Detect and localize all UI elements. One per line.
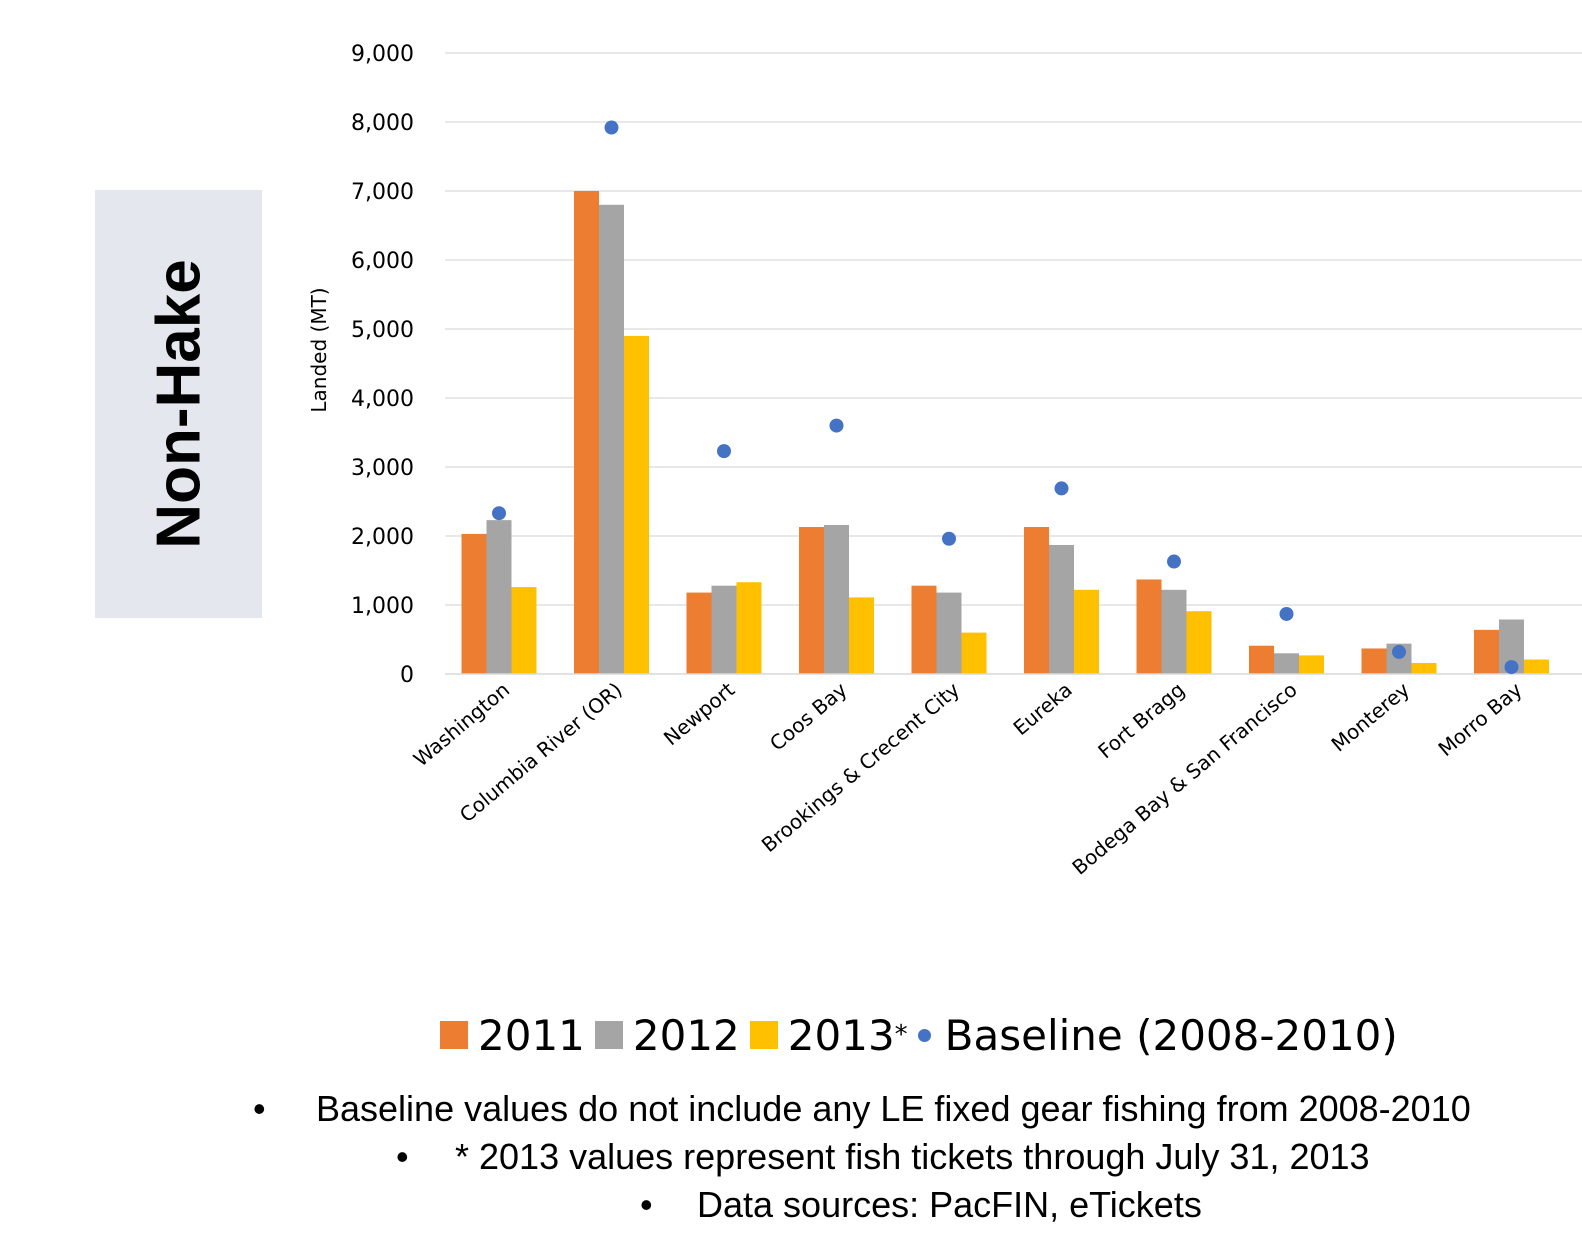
legend-swatch [749,1021,778,1049]
y-axis-title: Landed (MT) [307,287,331,412]
legend-label: 2011 [478,1010,585,1060]
bullet: • [396,1136,409,1177]
bar-2011-9 [1474,629,1499,674]
y-axis-ticks: 0 1,000 2,000 3,000 4,000 5,000 6,000 7,000 8,00… [351,42,414,688]
legend-item: Baseline (2008-2010) [917,1010,1398,1060]
baseline-points [492,120,1519,675]
x-category-label: Fort Bragg [1093,677,1189,763]
baseline-point-1 [604,120,619,135]
bar-2012-6 [1161,589,1187,674]
legend-item: 2011 [440,1011,585,1060]
bar-2011-3 [799,527,824,674]
bar-2013-1 [624,335,649,674]
bullet: • [253,1088,266,1129]
bar-2013-7 [1299,655,1324,674]
bar-2012-7 [1274,653,1299,674]
legend-dot-marker [917,1028,931,1042]
legend-item: 2012 [594,1010,740,1060]
bullet: • [640,1184,653,1225]
bar-2011-1 [574,191,599,674]
y-tick-label: 0 [400,663,414,688]
baseline-point-9 [1504,660,1519,675]
bar-2011-5 [1024,527,1049,674]
side-label-box: Non-Hake [95,190,262,618]
legend-label: 2012 [632,1010,740,1060]
legend-label: Baseline (2008-2010) [944,1010,1398,1060]
bar-2011-8 [1361,648,1387,674]
note-baseline: Baseline values do not include any LE fi… [316,1088,1471,1129]
baseline-point-2 [717,444,731,459]
bar-2013-3 [849,597,874,674]
bar-2012-3 [824,524,849,674]
y-tick-label: 9,000 [351,42,414,67]
baseline-point-6 [1167,554,1181,569]
note-data-sources: Data sources: PacFIN, eTickets [697,1184,1202,1225]
baseline-point-7 [1279,606,1294,621]
baseline-point-4 [942,531,956,546]
x-category-label: Morro Bay [1433,677,1526,761]
x-category-label: Washington [409,677,514,771]
y-tick-label: 2,000 [351,525,414,550]
bar-2013-0 [511,587,537,674]
bar-2011-4 [911,585,937,674]
x-category-label: Brookings & Crecent City [757,677,965,857]
bar-2011-2 [686,592,712,674]
bar-2012-5 [1049,544,1074,674]
x-category-label: Eureka [1009,677,1077,740]
legend-item: 2013 * [749,1010,908,1060]
bar-2013-5 [1074,589,1099,674]
y-tick-label: 7,000 [351,180,414,205]
x-category-label: Bodega Bay & San Francisco [1067,677,1301,879]
y-tick-label: 4,000 [351,387,414,412]
bar-2012-2 [711,585,737,674]
baseline-point-5 [1054,481,1069,496]
bar-2013-9 [1524,659,1549,674]
legend-swatch [440,1021,468,1049]
bar-2011-6 [1136,579,1162,674]
y-tick-label: 5,000 [351,318,414,343]
chart-legend: 2011 2012 2013 * Baseline (2008-2010) [440,1005,1408,1065]
bar-2011-0 [461,533,487,674]
baseline-point-8 [1392,644,1406,659]
bars [461,191,1549,675]
bar-2011-7 [1249,645,1274,674]
legend-swatch [594,1021,623,1049]
y-tick-label: 8,000 [351,111,414,136]
bar-2012-1 [599,204,624,675]
bar-2013-2 [736,582,762,674]
x-category-label: Monterey [1327,677,1415,756]
bar-2013-6 [1186,611,1212,674]
x-category-label: Coos Bay [765,677,852,755]
bar-2012-0 [486,520,512,674]
baseline-point-0 [492,506,506,521]
y-tick-label: 3,000 [351,456,414,481]
bar-2013-4 [961,632,987,674]
note-2013: * 2013 values represent fish tickets thr… [455,1136,1370,1177]
baseline-point-3 [829,418,844,433]
bar-2012-4 [936,592,962,674]
bar-2013-8 [1411,662,1437,674]
y-tick-label: 6,000 [351,249,414,274]
x-category-label: Newport [659,677,739,750]
y-tick-label: 1,000 [351,594,414,619]
bar-chart: 0 1,000 2,000 3,000 4,000 5,000 6,000 7,000 8,00… [307,42,1582,880]
legend-label: 2013 [787,1010,895,1060]
